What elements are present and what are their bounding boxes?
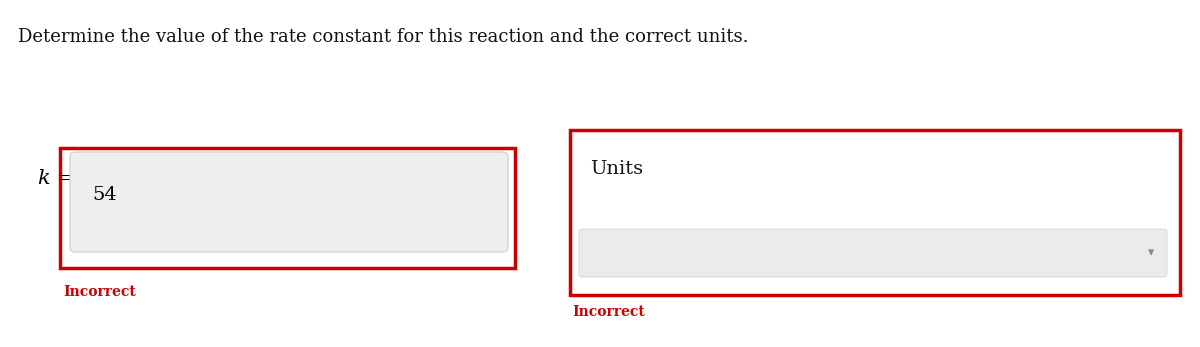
Text: Determine the value of the rate constant for this reaction and the correct units: Determine the value of the rate constant… (18, 28, 749, 46)
FancyBboxPatch shape (580, 229, 1166, 277)
Text: ▾: ▾ (1147, 246, 1154, 260)
Text: Incorrect: Incorrect (64, 285, 136, 299)
Text: k =: k = (38, 169, 74, 187)
Text: Units: Units (590, 160, 643, 178)
Bar (60, 148, 515, 268)
Bar (570, 130, 1180, 295)
Text: Incorrect: Incorrect (572, 305, 644, 319)
FancyBboxPatch shape (70, 152, 508, 252)
Text: 54: 54 (92, 186, 116, 204)
